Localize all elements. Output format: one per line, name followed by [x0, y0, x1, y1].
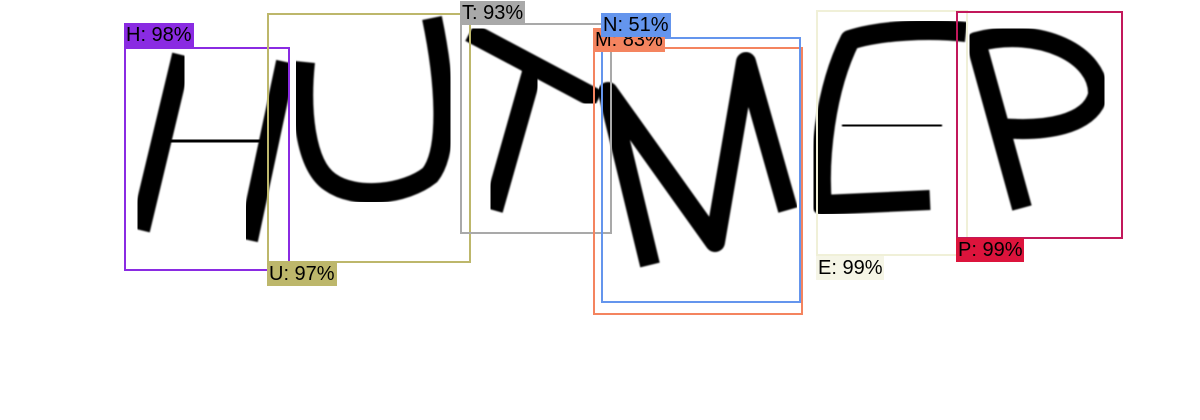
detection-box-n [601, 37, 801, 303]
glyph-t [483, 59, 545, 213]
glyph-h [159, 130, 269, 152]
detection-label-p: P: 99% [956, 238, 1025, 262]
glyph-m [598, 52, 798, 268]
glyph-e [810, 20, 968, 215]
detection-box-m [593, 47, 803, 315]
detection-label-t: T: 93% [460, 1, 526, 25]
detection-label-n: N: 51% [601, 13, 671, 37]
detection-box-p [956, 11, 1123, 239]
glyph-p [966, 27, 1108, 211]
detection-label-u: U: 97% [267, 262, 337, 286]
detection-box-e [816, 10, 968, 256]
glyph-e [841, 115, 943, 136]
detection-box-t [460, 23, 612, 234]
detection-box-u [267, 13, 471, 263]
detection-box-h [124, 47, 290, 271]
glyph-u [293, 15, 454, 204]
detection-label-h: H: 98% [124, 23, 194, 47]
detection-label-e: E: 99% [816, 256, 885, 280]
